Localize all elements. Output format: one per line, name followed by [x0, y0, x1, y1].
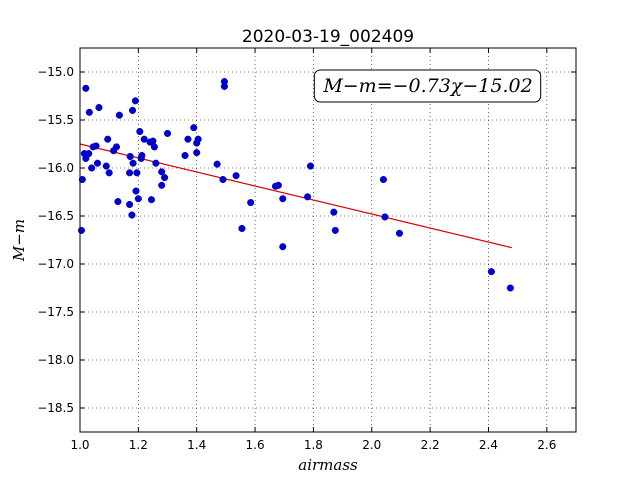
y-tick-label: −16.5: [37, 209, 74, 223]
data-point: [274, 181, 282, 189]
data-point: [134, 195, 142, 203]
data-point: [395, 229, 404, 237]
data-point: [77, 226, 86, 234]
data-point: [163, 129, 172, 137]
data-point: [102, 162, 110, 170]
grid: [79, 48, 576, 432]
data-point: [232, 172, 240, 180]
fit-annotation-box: [313, 69, 542, 103]
data-point: [306, 162, 315, 170]
y-tick-label: −15.0: [37, 65, 74, 79]
data-point: [112, 143, 121, 151]
data-point: [129, 159, 137, 167]
data-point: [85, 150, 93, 158]
data-point: [126, 200, 134, 209]
data-point: [131, 97, 139, 105]
x-axis-label: airmass: [298, 456, 358, 474]
data-point: [114, 198, 122, 206]
data-point: [140, 135, 148, 143]
fit-annotation-text: M−m=−0.73χ−15.02: [322, 75, 532, 97]
chart-title: 2020-03-19_002409: [242, 27, 414, 47]
x-tick-label: 1.6: [246, 438, 265, 452]
data-point: [147, 196, 156, 204]
data-point: [330, 208, 338, 216]
y-tick-label: −17.5: [37, 305, 74, 319]
data-point: [126, 169, 134, 177]
data-point: [85, 108, 93, 116]
data-point: [194, 135, 202, 143]
data-point: [304, 193, 312, 201]
data-point: [138, 151, 146, 160]
data-point: [88, 164, 96, 172]
fit-line: [79, 143, 512, 249]
data-point: [331, 226, 339, 234]
x-tick-label: 1.2: [129, 438, 148, 452]
data-point: [105, 169, 113, 177]
data-point: [95, 103, 103, 112]
data-point: [238, 224, 246, 233]
data-point: [132, 187, 140, 195]
data-point: [219, 175, 227, 184]
data-point: [381, 213, 389, 221]
data-point: [487, 268, 495, 276]
x-tick-label: 2.0: [362, 438, 381, 452]
points-layer: [77, 78, 514, 292]
data-point: [149, 137, 157, 145]
y-tick-label: −18.5: [37, 401, 74, 415]
y-tick-label: −16.0: [37, 161, 74, 175]
data-point: [213, 160, 221, 168]
data-point: [152, 159, 160, 167]
data-point: [93, 159, 102, 167]
x-tick-label: 2.2: [421, 438, 440, 452]
data-point: [82, 84, 90, 92]
y-tick-label: −15.5: [37, 113, 74, 127]
plot-area: [80, 48, 576, 432]
data-point: [181, 151, 189, 160]
data-point: [506, 284, 514, 292]
y-axis-label: M−m: [10, 219, 28, 262]
data-point: [193, 149, 201, 157]
data-point: [184, 135, 192, 143]
data-point: [115, 111, 123, 119]
x-tick-label: 1.8: [304, 438, 323, 452]
x-tick-label: 1.4: [187, 438, 206, 452]
data-point: [379, 175, 387, 184]
data-point: [92, 142, 100, 150]
data-point: [158, 168, 166, 176]
data-point: [128, 211, 136, 219]
x-tick-label: 1.0: [70, 438, 89, 452]
fit-line-layer: [79, 143, 512, 249]
ticks: 1.0 1.2 1.4 1.6 1.8 2.0 2.2 2.4 2.6 −15.0 −15.5 −16…: [37, 48, 576, 452]
plot-frame: [79, 47, 577, 433]
data-point: [220, 78, 228, 86]
x-tick-label: 2.4: [479, 438, 498, 452]
data-point: [247, 199, 255, 207]
y-tick-label: −18.0: [37, 353, 74, 367]
data-point: [190, 124, 198, 132]
data-point: [136, 127, 144, 136]
data-point: [279, 243, 287, 251]
data-point: [78, 175, 86, 184]
fit-annotation: M−m=−0.73χ−15.02: [313, 69, 542, 103]
data-point: [158, 181, 166, 189]
data-point: [279, 195, 287, 203]
data-point: [161, 174, 169, 182]
data-point: [104, 135, 112, 143]
data-point: [133, 169, 141, 177]
data-point: [128, 106, 137, 114]
data-point: [150, 143, 158, 151]
y-tick-label: −17.0: [37, 257, 74, 271]
x-tick-label: 2.6: [537, 438, 556, 452]
data-point: [126, 152, 134, 161]
